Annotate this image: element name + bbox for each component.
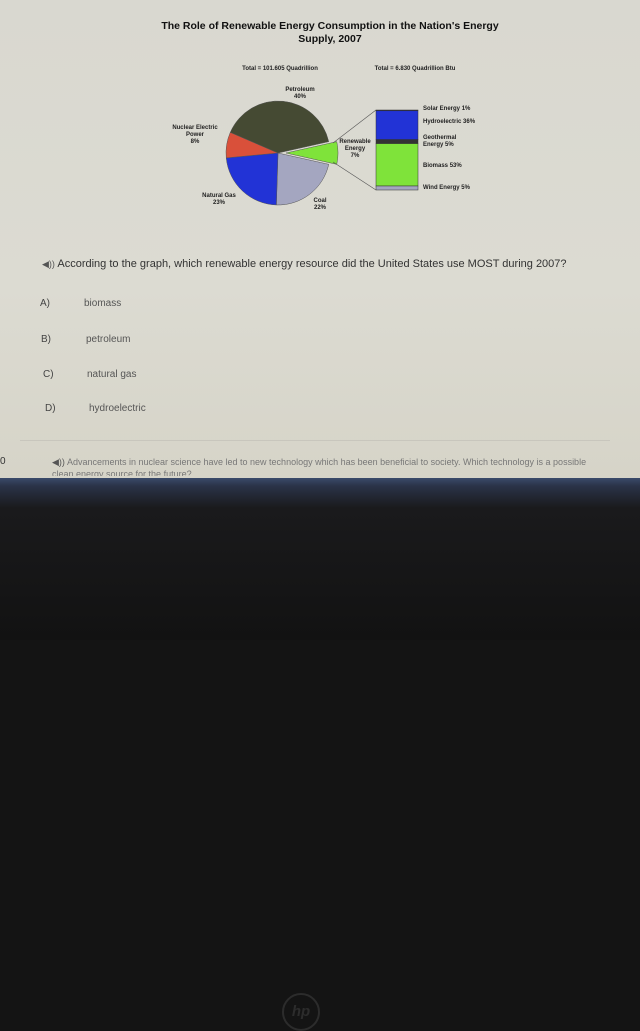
option-letter: D) [45, 403, 56, 414]
pie-total-label: Total = 101.605 Quadrillion [242, 66, 318, 72]
speaker-icon[interactable]: ◀)) [42, 259, 55, 269]
question-number: 0 [0, 456, 6, 467]
divider [20, 440, 610, 441]
bar-segment-wind-energy [375, 185, 419, 191]
next-question: ◀)) Advancements in nuclear science have… [52, 456, 592, 476]
bar-segment-biomass [375, 143, 419, 187]
option-letter: B) [41, 334, 51, 345]
label-solar: Solar Energy 1% [423, 106, 471, 112]
question-text: According to the graph, which renewable … [57, 258, 567, 270]
label-geothermal: Geothermal Energy 5% [423, 135, 457, 148]
laptop-bezel: hp [0, 478, 640, 1031]
pie-slice-petroleum [229, 100, 330, 154]
option-text: petroleum [86, 334, 131, 345]
screen: The Role of Renewable Energy Consumption… [0, 0, 640, 478]
label-nuclear: Nuclear Electric Power 8% [172, 125, 218, 145]
question: ◀)) According to the graph, which renewa… [42, 258, 567, 270]
label-renewable: Renewable Energy 7% [339, 139, 371, 159]
speaker-icon[interactable]: ◀)) [52, 457, 65, 467]
label-wind: Wind Energy 5% [423, 185, 470, 191]
label-biomass: Biomass 53% [423, 163, 462, 169]
chart [225, 100, 419, 206]
option-text: natural gas [87, 369, 137, 380]
label-petroleum: Petroleum 40% [285, 87, 315, 100]
label-hydro: Hydroelectric 36% [423, 119, 476, 125]
option-text: biomass [84, 298, 122, 309]
pie-slice-natural-gas [225, 152, 279, 206]
connector-line [332, 109, 377, 144]
chart-title: The Role of Renewable Energy Consumption… [161, 20, 499, 45]
bar-total-label: Total = 6.830 Quadrillion Btu [374, 66, 456, 72]
bar-segment-geothermal-energy [375, 139, 419, 144]
label-natural-gas: Natural Gas 23% [202, 193, 236, 206]
connector-line [332, 161, 377, 191]
pie-slice-coal [276, 152, 330, 206]
option-letter: A) [40, 298, 50, 309]
bar-segment-hydroelectric [375, 110, 419, 140]
option-letter: C) [43, 369, 54, 380]
next-question-text: Advancements in nuclear science have led… [52, 457, 587, 476]
hp-logo: hp [282, 993, 320, 1031]
option-text: hydroelectric [89, 403, 146, 414]
label-coal: Coal 22% [313, 198, 327, 211]
